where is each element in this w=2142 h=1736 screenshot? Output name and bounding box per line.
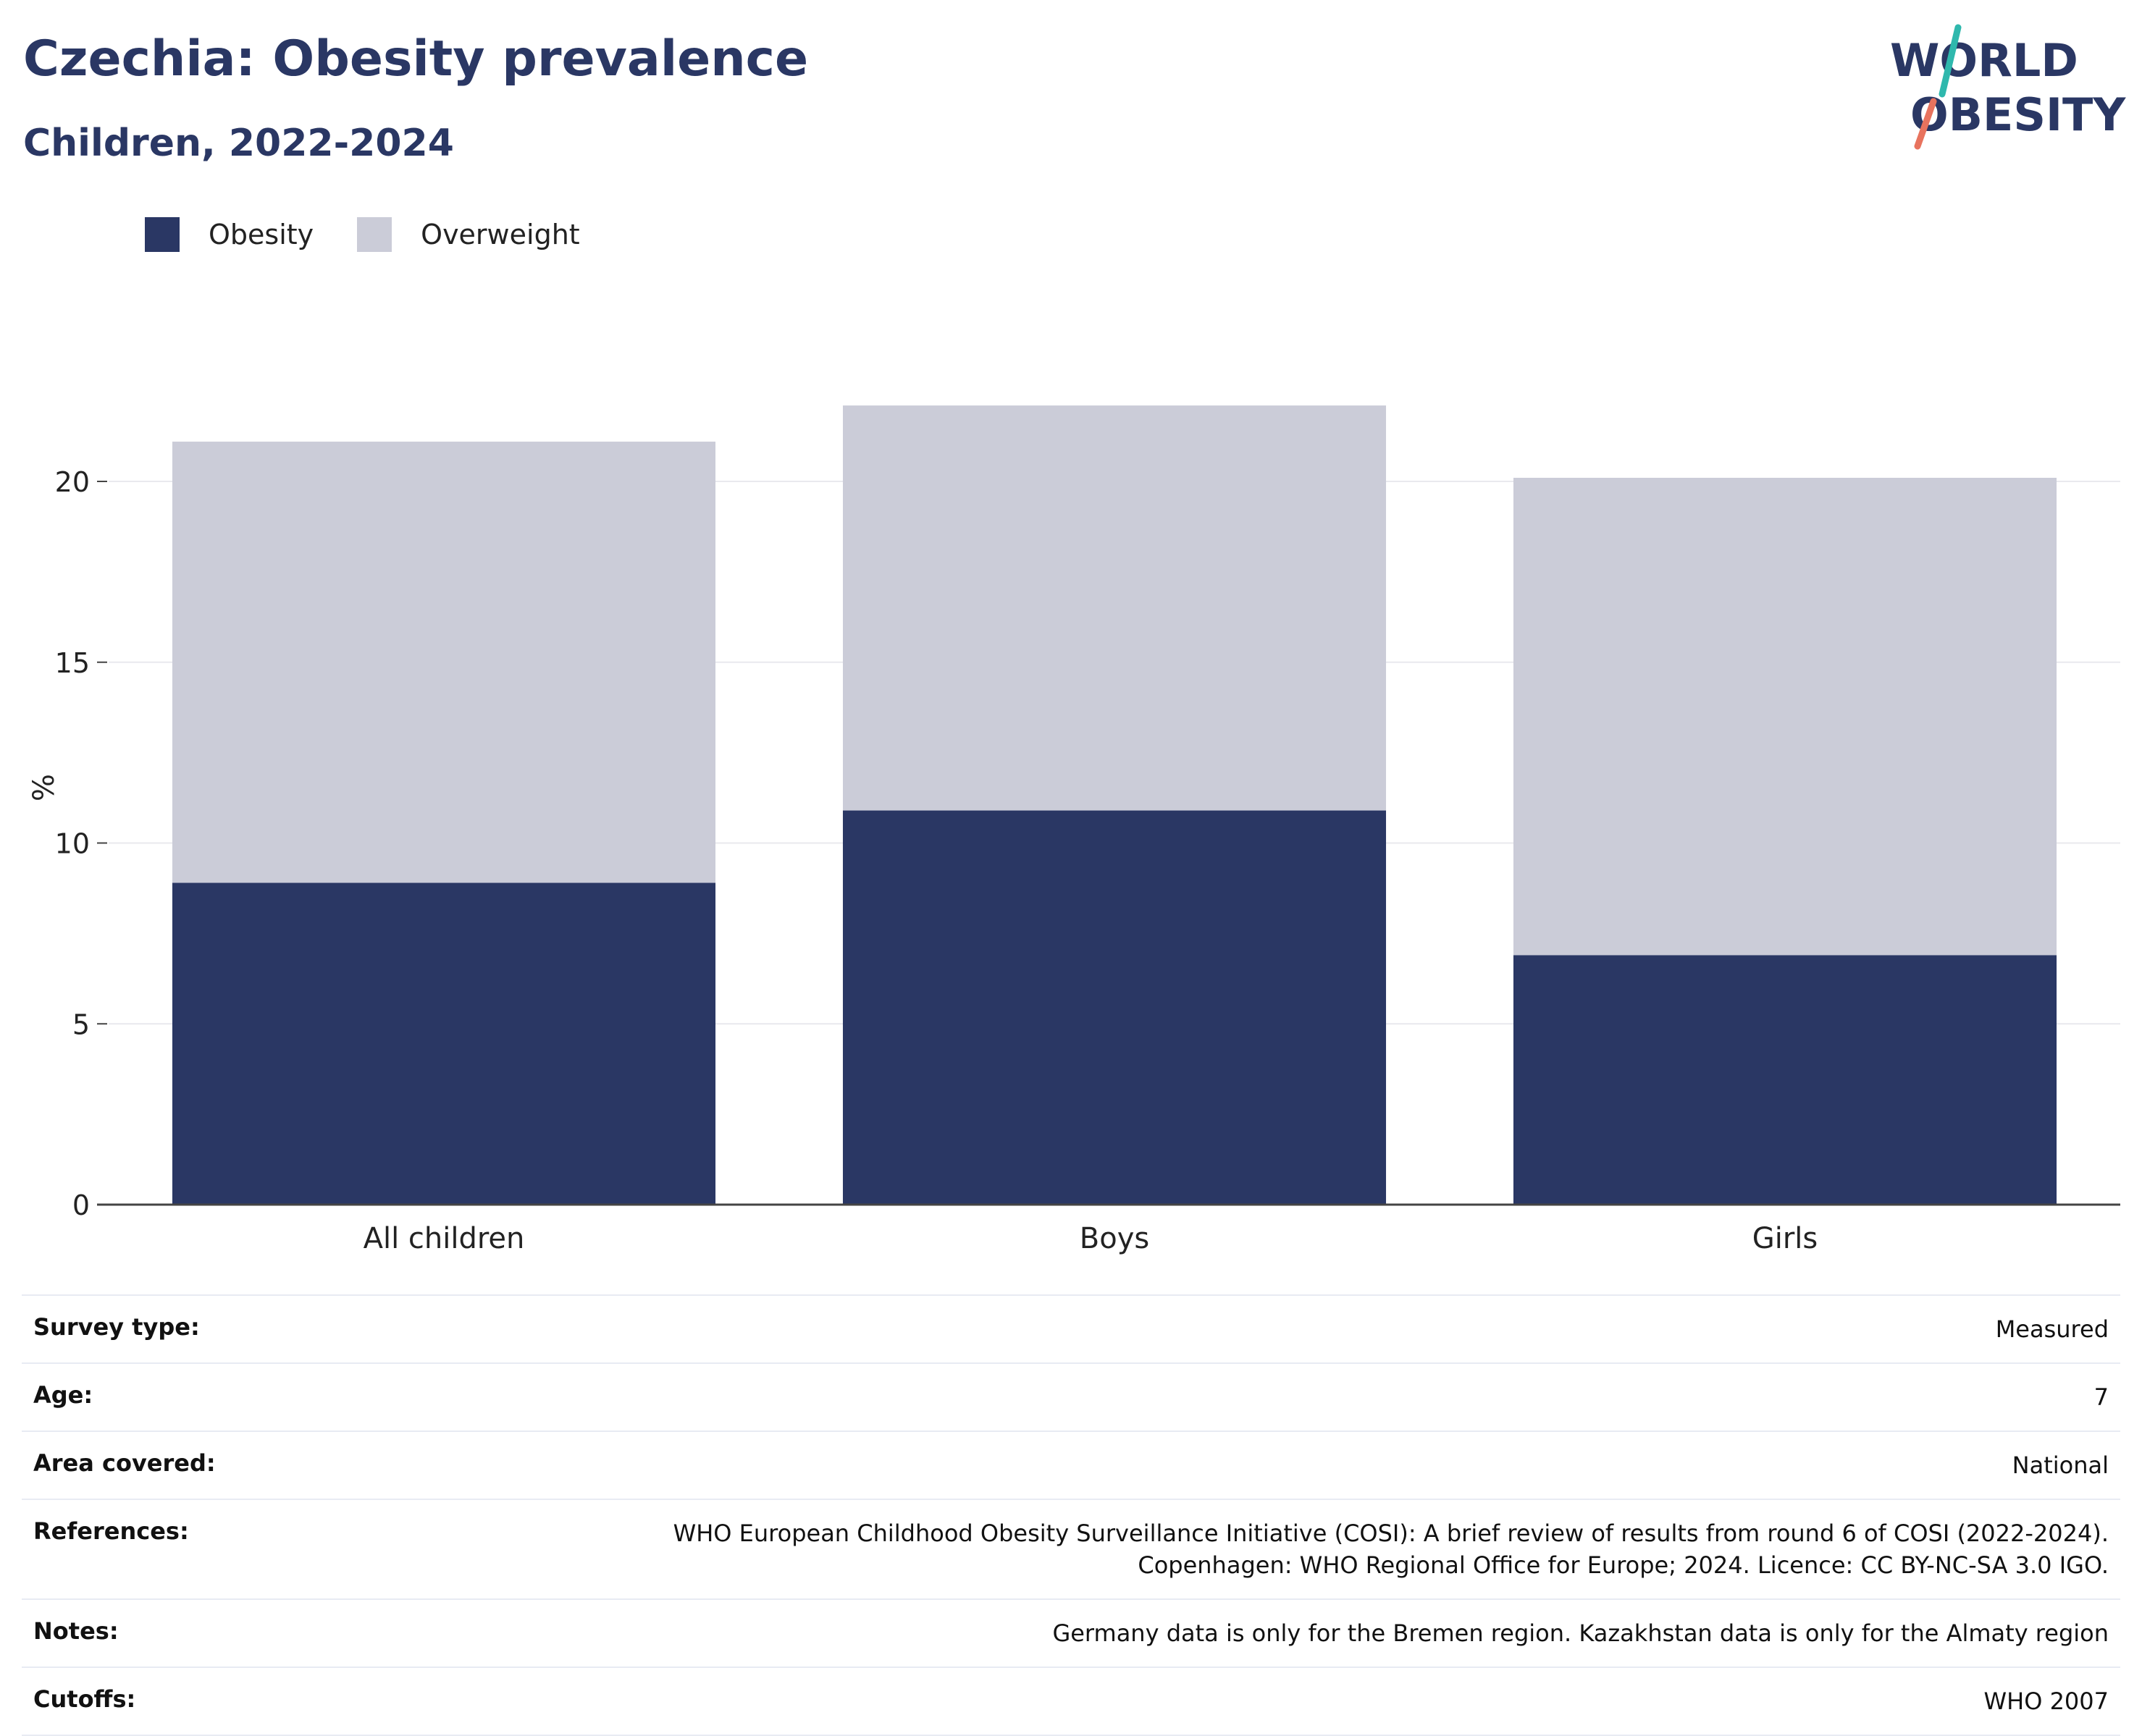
chart-subtitle: Children, 2022-2024 — [23, 122, 454, 165]
meta-value: WHO European Childhood Obesity Surveilla… — [335, 1499, 2120, 1599]
bar-obesity-all-children — [172, 882, 716, 1205]
meta-row: References: WHO European Childhood Obesit… — [22, 1499, 2120, 1599]
meta-value: Germany data is only for the Bremen regi… — [335, 1599, 2120, 1667]
bar-obesity-boys — [842, 810, 1387, 1205]
bar-overweight-all-children — [172, 442, 716, 883]
meta-label: Survey type: — [33, 1313, 200, 1341]
meta-value-line: Germany data is only for the Bremen regi… — [1052, 1619, 2109, 1647]
meta-label: Cutoffs: — [33, 1685, 136, 1713]
meta-label: Notes: — [33, 1617, 119, 1645]
meta-value: Measured — [335, 1295, 2120, 1363]
y-axis-label: % — [28, 774, 61, 801]
chart-legend: Obesity Overweight — [145, 216, 623, 253]
meta-value-line: National — [2012, 1451, 2109, 1479]
meta-label: Age: — [33, 1381, 93, 1409]
legend-swatch-obesity — [145, 217, 180, 252]
y-tick-label-10: 10 — [55, 828, 90, 860]
legend-label-overweight: Overweight — [421, 219, 580, 250]
legend-swatch-overweight — [357, 217, 392, 252]
meta-value-line: WHO European Childhood Obesity Surveilla… — [673, 1520, 2109, 1547]
meta-row: Notes: Germany data is only for the Breme… — [22, 1599, 2120, 1667]
bar-obesity-girls — [1513, 955, 2057, 1205]
meta-label: References: — [33, 1517, 189, 1545]
meta-value-line: WHO 2007 — [1983, 1687, 2109, 1715]
meta-value-line: Copenhagen: WHO Regional Office for Euro… — [1138, 1551, 2109, 1579]
y-tick-label-20: 20 — [55, 466, 90, 498]
meta-value-line: 7 — [2093, 1383, 2109, 1411]
meta-row: Survey type: Measured — [22, 1295, 2120, 1363]
legend-item-obesity: Obesity — [145, 217, 314, 252]
legend-label-obesity: Obesity — [209, 219, 314, 250]
legend-item-overweight: Overweight — [357, 217, 580, 252]
meta-row: Area covered: National — [22, 1431, 2120, 1499]
meta-value: National — [335, 1431, 2120, 1499]
survey-details-table: Survey type: Measured Age: 7 Area covered: Na… — [22, 1294, 2120, 1736]
meta-row: Age: 7 — [22, 1363, 2120, 1431]
bar-overweight-girls — [1513, 478, 2057, 956]
meta-value: WHO 2007 — [335, 1667, 2120, 1735]
bar-overweight-boys — [842, 405, 1387, 811]
y-tick-label-0: 0 — [72, 1189, 90, 1221]
x-tick-label-girls: Girls — [1752, 1222, 1818, 1255]
meta-row: Cutoffs: WHO 2007 — [22, 1667, 2120, 1735]
y-tick-label-15: 15 — [55, 647, 90, 679]
x-tick-label-boys: Boys — [1080, 1222, 1149, 1255]
stacked-bar-chart: 0 5 10 15 20% All children Boys Girls — [28, 405, 2120, 1255]
meta-value-line: Measured — [1995, 1315, 2109, 1343]
meta-label: Area covered: — [33, 1449, 216, 1477]
chart-title: Czechia: Obesity prevalence — [23, 30, 809, 88]
svg-text:WORLD: WORLD — [1890, 34, 2078, 87]
y-tick-label-5: 5 — [72, 1008, 90, 1040]
x-tick-label-all-children: All children — [364, 1222, 525, 1255]
meta-value: 7 — [335, 1363, 2120, 1431]
svg-text:OBESITY: OBESITY — [1910, 88, 2126, 141]
world-obesity-logo: WORLD OBESITY — [1890, 24, 2126, 150]
